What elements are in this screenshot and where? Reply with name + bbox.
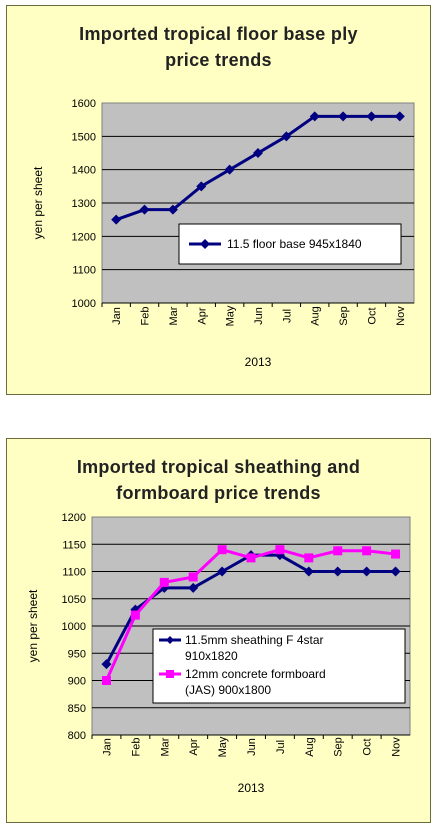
x-tick-label: Jan — [101, 738, 113, 756]
x-tick-label: Sep — [333, 737, 345, 757]
x-tick-label: Apr — [196, 307, 208, 324]
x-tick-label: Jan — [111, 307, 123, 325]
legend-box — [152, 628, 406, 704]
data-point — [101, 676, 111, 685]
data-point — [304, 553, 314, 563]
y-tick-label: 1050 — [62, 594, 86, 606]
x-tick-label: Feb — [130, 738, 142, 757]
x-tick-label: Nov — [395, 306, 407, 326]
legend-label: 910x1820 — [185, 649, 238, 663]
data-point — [130, 610, 140, 620]
data-point — [394, 111, 405, 122]
chart-1-title-line-1: Imported tropical floor base ply — [79, 24, 358, 44]
data-point — [217, 545, 227, 555]
legend-label: (JAS) 900x1800 — [185, 683, 271, 697]
data-point — [159, 577, 169, 587]
data-point — [366, 111, 377, 122]
chart-2-title-line-1: Imported tropical sheathing and — [76, 457, 361, 477]
legend-marker — [166, 636, 174, 644]
data-point — [217, 566, 228, 577]
legend-label: 11.5mm sheathing F 4star — [185, 633, 324, 647]
data-point — [167, 204, 178, 215]
y-axis-title: yen per sheet — [26, 589, 40, 662]
x-axis-title: 2013 — [245, 355, 272, 369]
data-point — [361, 566, 372, 577]
y-tick-label: 1200 — [62, 512, 86, 524]
y-tick-label: 950 — [68, 648, 86, 660]
y-tick-label: 900 — [68, 676, 86, 688]
data-point — [390, 566, 401, 577]
y-tick-label: 850 — [68, 703, 86, 715]
data-point — [281, 131, 292, 142]
data-point — [275, 545, 285, 555]
data-point — [188, 582, 199, 593]
data-point — [333, 546, 343, 556]
x-tick-label: Aug — [310, 306, 322, 326]
chart-1-title-line-2: price trends — [165, 50, 272, 70]
chart-1-panel: Imported tropical floor base ply price t… — [6, 5, 431, 395]
x-tick-label: Jun — [253, 307, 265, 325]
data-point — [188, 572, 198, 582]
chart-1-plot: 1000 1100 1200 1300 1400 1500 1600 Jan Feb Mar Apr… — [31, 98, 415, 369]
data-point — [332, 566, 343, 577]
x-tick-label: Jul — [281, 309, 293, 323]
y-tick-label: 1000 — [72, 298, 96, 310]
x-tick-label: Mar — [159, 737, 171, 756]
data-point — [338, 111, 349, 122]
y-tick-label: 1100 — [62, 567, 86, 579]
x-tick-label: Jul — [275, 740, 287, 754]
legend-marker — [166, 670, 174, 678]
x-tick-label: May — [217, 736, 229, 757]
data-point — [130, 604, 141, 615]
x-tick-label: Feb — [140, 307, 152, 326]
y-tick-label: 1150 — [62, 539, 86, 551]
y-tick-label: 1000 — [62, 621, 86, 633]
data-point — [362, 546, 372, 556]
y-tick-label: 1500 — [72, 131, 96, 143]
x-axis-title: 2013 — [238, 781, 265, 795]
data-point — [111, 214, 122, 225]
data-point — [196, 181, 207, 192]
x-tick-label: Nov — [391, 737, 403, 757]
data-point — [253, 148, 263, 158]
x-tick-label: Mar — [168, 306, 180, 325]
data-point — [391, 549, 401, 559]
x-tick-label: Jun — [246, 738, 258, 756]
y-axis-title: yen per sheet — [31, 166, 45, 239]
y-tick-label: 1200 — [72, 231, 96, 243]
chart-2-panel: Imported tropical sheathing and formboar… — [6, 438, 431, 823]
chart-2-title-line-2: formboard price trends — [116, 483, 321, 503]
chart-2-plot: 800 850 900 950 1000 1050 1100 1150 1200 Jan Feb Ma… — [26, 512, 411, 795]
data-point — [139, 204, 150, 215]
y-tick-label: 800 — [68, 730, 86, 742]
data-point — [303, 566, 314, 577]
x-tick-label: Oct — [362, 738, 374, 755]
y-tick-label: 1600 — [72, 98, 96, 110]
x-tick-label: Oct — [366, 307, 378, 324]
data-point — [224, 164, 235, 175]
x-tick-label: May — [225, 305, 237, 326]
legend-label: 12mm concrete formboard — [185, 667, 326, 681]
x-tick-label: Sep — [338, 306, 350, 326]
legend-label: 11.5 floor base 945x1840 — [227, 237, 362, 251]
data-point — [159, 582, 170, 593]
data-point — [246, 553, 256, 563]
x-tick-label: Apr — [188, 738, 200, 755]
y-tick-label: 1400 — [72, 165, 96, 177]
data-point — [309, 111, 320, 122]
y-tick-label: 1300 — [72, 198, 96, 210]
data-point — [101, 659, 112, 670]
legend-marker — [200, 239, 210, 249]
x-tick-label: Aug — [304, 737, 316, 757]
y-tick-label: 1100 — [72, 265, 96, 277]
